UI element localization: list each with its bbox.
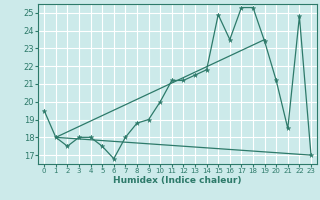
X-axis label: Humidex (Indice chaleur): Humidex (Indice chaleur) <box>113 176 242 185</box>
